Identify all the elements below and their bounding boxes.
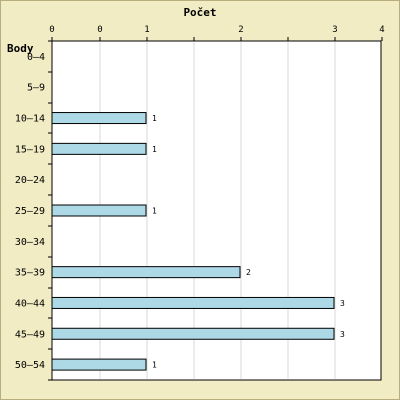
x-tick-label: 4 <box>379 25 384 35</box>
category-label: 10–14 <box>15 114 45 125</box>
data-label: 1 <box>152 145 157 154</box>
bar <box>51 358 147 371</box>
tick-marks <box>48 37 383 381</box>
bar <box>51 296 335 309</box>
data-label: 1 <box>152 207 157 216</box>
grid-lines <box>99 42 336 379</box>
category-label: 20–24 <box>15 175 45 186</box>
category-label: 15–19 <box>15 144 45 155</box>
x-tick-label: 0 <box>49 25 54 35</box>
bar <box>51 327 335 340</box>
data-label: 2 <box>246 268 251 277</box>
chart-title: Počet <box>183 6 216 19</box>
bar <box>51 112 147 125</box>
category-label: 25–29 <box>15 206 45 217</box>
x-tick-labels: 0 0 1 2 3 4 <box>49 25 384 35</box>
category-label: 50–54 <box>15 360 45 371</box>
category-label: 5–9 <box>27 83 45 94</box>
x-tick-label: 0 <box>97 25 102 35</box>
data-label: 3 <box>340 330 345 339</box>
data-label: 1 <box>152 114 157 123</box>
bar <box>51 204 147 217</box>
data-labels: 1 1 1 2 3 3 1 <box>152 114 345 370</box>
category-label: 45–49 <box>15 329 45 340</box>
data-label: 3 <box>340 299 345 308</box>
x-tick-label: 2 <box>238 25 243 35</box>
y-axis-label: Body <box>7 42 34 55</box>
x-tick-label: 1 <box>144 25 149 35</box>
category-label: 35–39 <box>15 268 45 279</box>
x-tick-label: 3 <box>332 25 337 35</box>
data-label: 1 <box>152 361 157 370</box>
category-label: 0–4 <box>27 52 45 63</box>
category-label: 40–44 <box>15 298 45 309</box>
bar <box>51 142 147 155</box>
bar <box>51 266 241 279</box>
bars <box>51 112 335 371</box>
category-label: 30–34 <box>15 237 45 248</box>
category-labels: 0–4 5–9 10–14 15–19 20–24 25–29 30–34 35–39 40–4… <box>15 52 45 371</box>
